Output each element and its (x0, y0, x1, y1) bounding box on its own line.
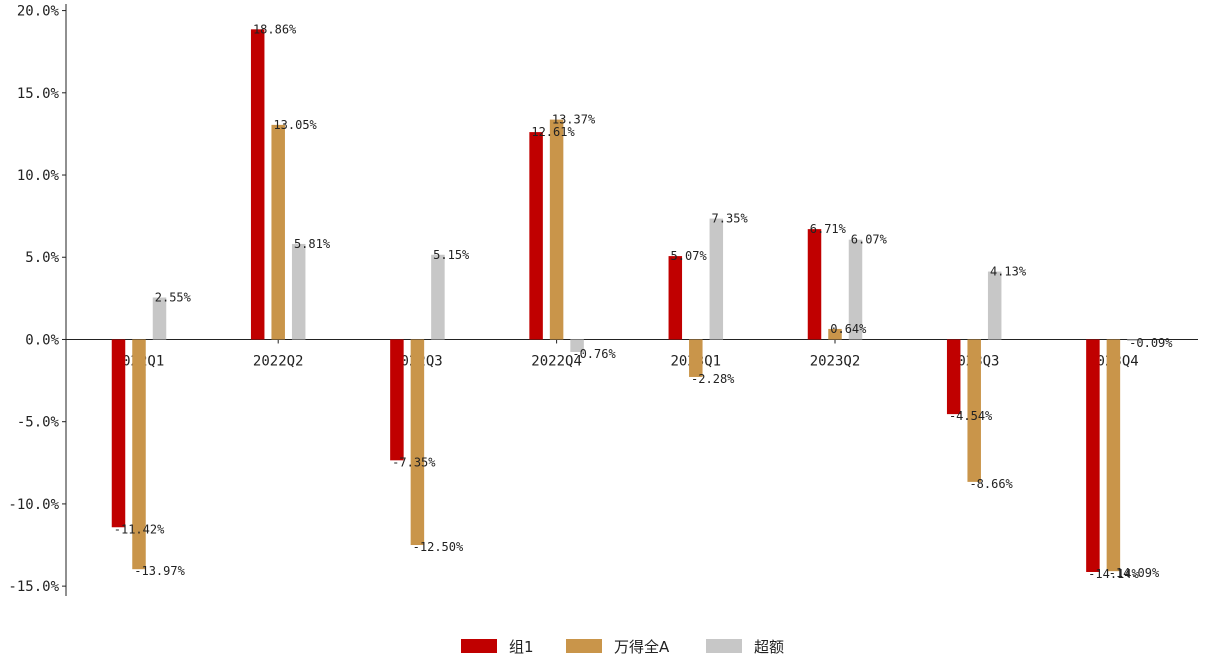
bar (111, 339, 126, 528)
legend: 组1 万得全A 超额 (461, 638, 784, 656)
data-label: 5.15% (433, 248, 470, 262)
data-label: 13.37% (552, 113, 596, 127)
bar (410, 339, 425, 546)
bar (946, 339, 961, 415)
data-label: 18.86% (253, 22, 297, 36)
bar (1086, 339, 1100, 572)
data-label: -14.09% (1109, 566, 1160, 580)
data-label: -2.28% (691, 372, 735, 386)
x-category-label: 2022Q2 (253, 353, 304, 369)
data-label: -14.14% (1088, 567, 1139, 581)
bar (570, 339, 584, 352)
bars-group (111, 29, 1141, 572)
data-label: -7.35% (392, 455, 436, 469)
data-label: 0.64% (830, 322, 867, 336)
data-label: -8.66% (969, 477, 1013, 491)
data-labels-group: -11.42% -13.97% 2.55% 18.86% 13.05% 5.81% -7.3… (114, 22, 1174, 581)
bar (828, 328, 842, 340)
x-category-label: 2023Q2 (810, 353, 861, 369)
bar (668, 256, 683, 340)
data-label: -12.50% (413, 540, 464, 554)
y-tick-label: 15.0% (17, 86, 60, 102)
bar (132, 339, 146, 570)
bar (1127, 339, 1141, 341)
bar (967, 339, 981, 482)
data-label: -11.42% (114, 522, 165, 536)
bar (1106, 339, 1121, 572)
y-tick-label: -5.0% (17, 415, 60, 431)
legend-swatch (566, 639, 602, 653)
data-label: 13.05% (273, 118, 317, 132)
x-category-label: 2022Q4 (531, 353, 582, 369)
y-tick-label: -10.0% (8, 497, 59, 513)
bar (709, 218, 724, 340)
legend-swatch (706, 639, 742, 653)
y-tick-label: -15.0% (8, 579, 59, 595)
data-label: -4.54% (949, 409, 993, 423)
bar (807, 229, 822, 340)
legend-swatch (461, 639, 497, 653)
bar (152, 297, 167, 340)
data-label: 12.61% (531, 125, 575, 139)
y-tick-label: 0.0% (25, 332, 59, 348)
legend-label: 组1 (509, 638, 534, 656)
legend-label: 万得全A (614, 638, 670, 656)
bar (987, 271, 1002, 340)
bar (271, 124, 285, 340)
data-label: 7.35% (712, 212, 749, 226)
data-label: 5.81% (294, 237, 331, 251)
bar (390, 339, 404, 461)
y-tick-label: 20.0% (17, 4, 60, 20)
y-tick-label: 5.0% (25, 250, 59, 266)
legend-label: 超额 (754, 638, 784, 656)
data-label: -0.09% (1129, 336, 1173, 350)
bar (848, 239, 863, 340)
y-tick-label: 10.0% (17, 168, 60, 184)
data-label: 5.07% (671, 249, 708, 263)
data-label: 6.07% (851, 233, 888, 247)
data-label: 6.71% (810, 222, 847, 236)
data-label: 2.55% (155, 291, 192, 305)
data-label: 4.13% (990, 265, 1027, 279)
bar (689, 339, 703, 377)
data-label: -0.76% (572, 347, 616, 361)
bar (431, 254, 445, 340)
bar (549, 119, 564, 340)
bar (291, 243, 306, 340)
bar (250, 29, 265, 340)
data-label: -13.97% (134, 564, 185, 578)
bar (529, 132, 543, 340)
